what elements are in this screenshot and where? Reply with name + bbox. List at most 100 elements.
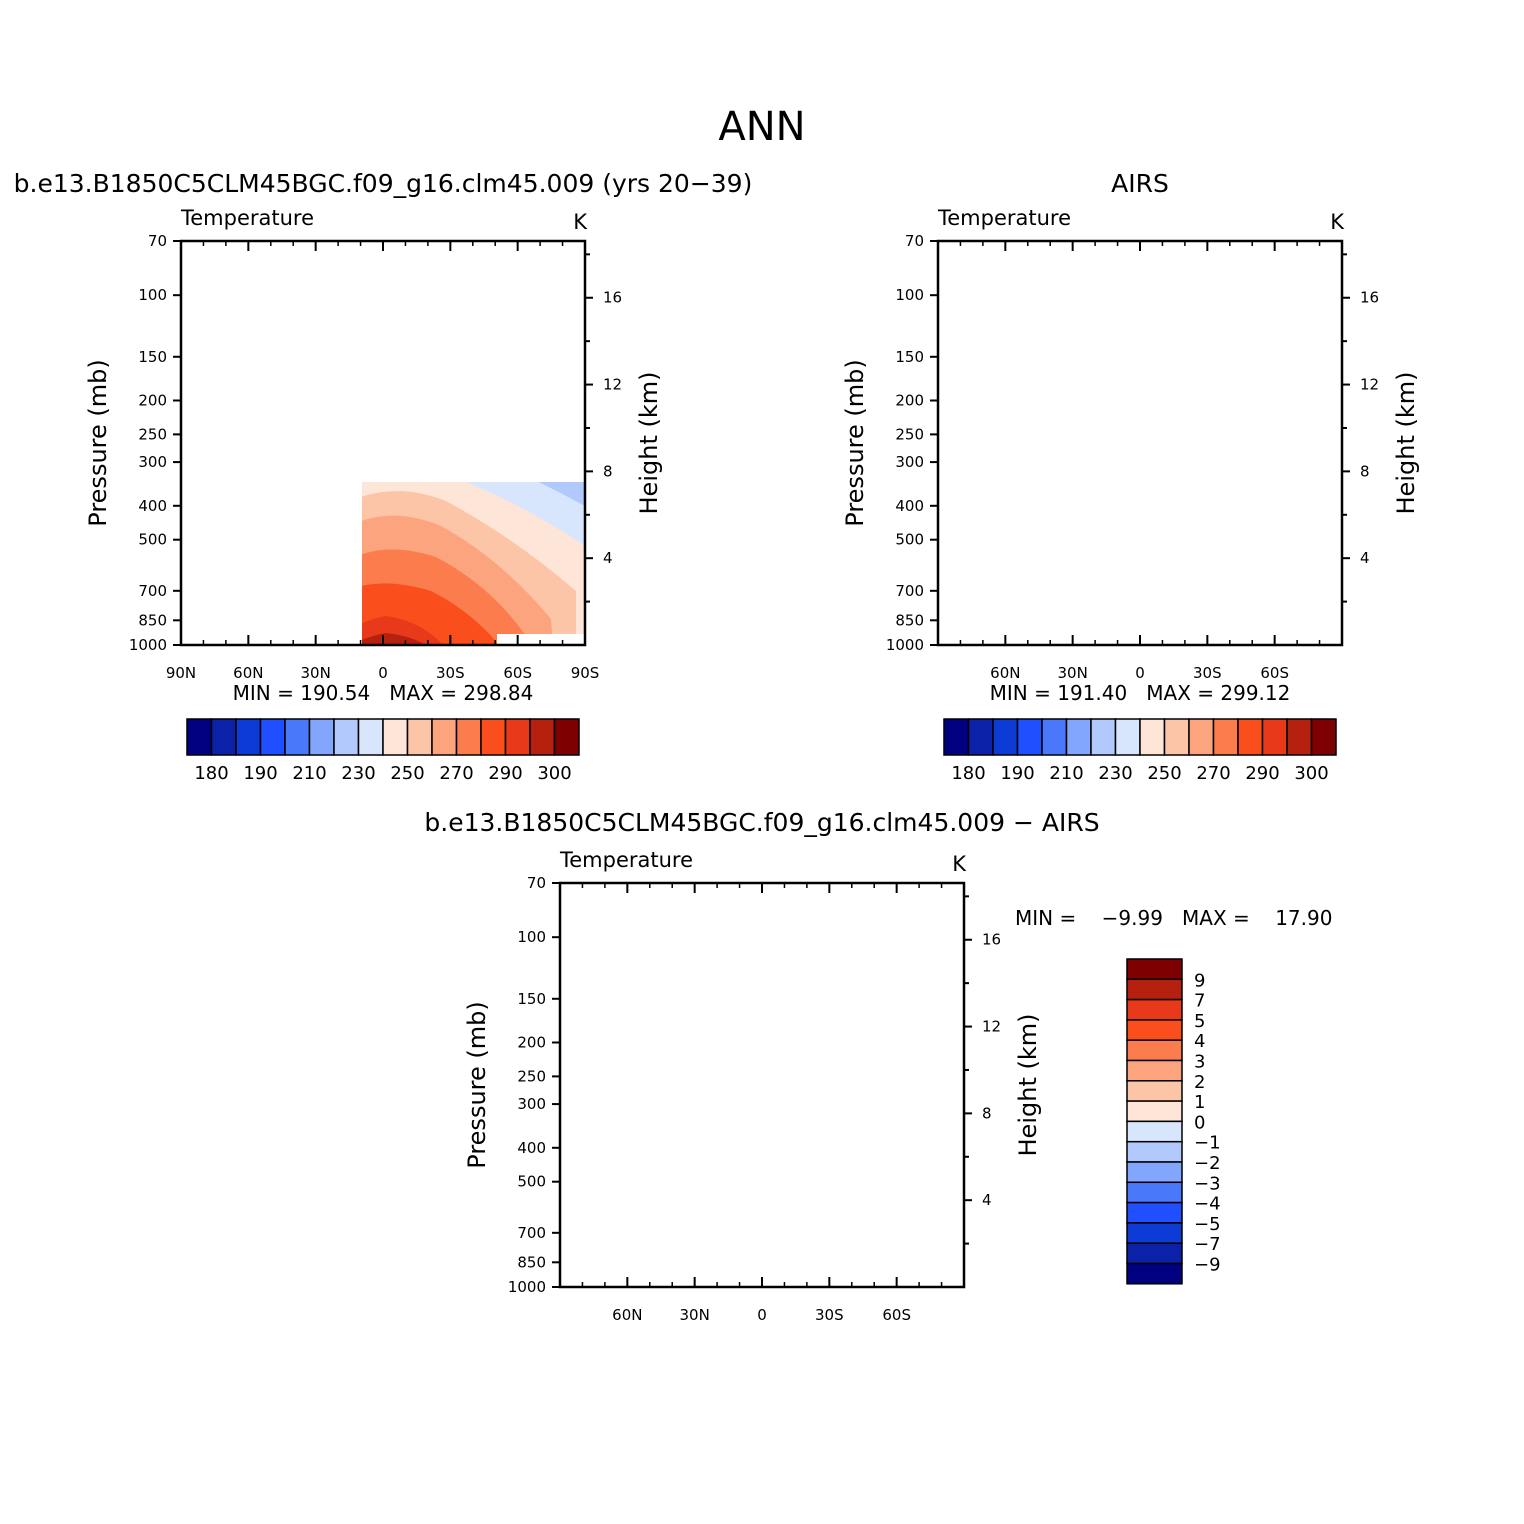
colorbar-swatch: [406, 718, 433, 756]
y-tick-label: 150: [895, 348, 924, 366]
plot-frame: [936, 239, 1344, 647]
axis-ticks: 90N 60N 30N 0 30S 60S 90S 70 100 150 200 250 300 400 5…: [129, 232, 622, 682]
y-tick-label: 100: [138, 286, 167, 304]
colorbar-swatch: [259, 718, 286, 756]
y-tick-label: 250: [517, 1067, 546, 1085]
colorbar-label: 230: [1098, 763, 1132, 784]
colorbar-swatch: [967, 718, 994, 756]
colorbar-label: −7: [1194, 1234, 1221, 1255]
colorbar-swatch: [1126, 998, 1183, 1021]
colorbar-swatch: [1126, 1080, 1183, 1102]
colorbar-label: 250: [390, 763, 424, 784]
y-tick-label: 850: [895, 611, 924, 629]
colorbar-swatch: [284, 718, 311, 756]
y-tick-label: 500: [895, 531, 924, 549]
colorbar-label: 250: [1147, 763, 1181, 784]
x-tick-label: 30N: [1058, 664, 1088, 682]
colorbar-label: 290: [1245, 763, 1279, 784]
colorbar-swatch: [1126, 1242, 1183, 1265]
colorbar-swatch: [1126, 958, 1183, 981]
y-tick-label: 150: [517, 990, 546, 1008]
colorbar-swatch: [1126, 1100, 1183, 1123]
colorbar-swatch: [553, 718, 580, 756]
colorbar-label: 300: [537, 763, 571, 784]
colorbar: 180 190 210 230 250 270 290 300: [943, 718, 1337, 784]
colorbar-swatch: [1126, 1201, 1183, 1224]
y-axis-label: Pressure (mb): [84, 359, 112, 526]
colorbar-swatch: [1114, 718, 1141, 756]
colorbar-swatch: [1126, 1262, 1183, 1285]
y2-axis-label: Height (km): [1392, 372, 1420, 515]
colorbar-swatch: [504, 718, 531, 756]
axis-ticks: 60N 30N 0 30S 60S 70 100 150 200 250 300 400 500 700 8…: [508, 874, 1001, 1324]
colorbar-swatch: [529, 718, 556, 756]
contour-field: [560, 883, 964, 1287]
right-string: K: [573, 210, 588, 234]
colorbar-label: 210: [1049, 763, 1083, 784]
colorbar-label: −4: [1194, 1194, 1221, 1215]
y-tick-label: 400: [138, 497, 167, 515]
colorbar-label: −3: [1194, 1173, 1221, 1194]
y2-tick-label: 12: [603, 376, 622, 394]
x-tick-label: 90S: [571, 664, 600, 682]
colorbar-swatch: [1126, 1019, 1183, 1041]
x-tick-label: 30N: [680, 1306, 710, 1324]
y-tick-label: 700: [138, 582, 167, 600]
y2-axis-label: Height (km): [635, 372, 663, 515]
y-tick-label: 500: [517, 1173, 546, 1191]
y-tick-label: 700: [517, 1224, 546, 1242]
right-string: K: [952, 852, 967, 876]
x-tick-label: 60S: [882, 1306, 911, 1324]
colorbar-swatch: [1126, 1140, 1183, 1163]
colorbar-label: 300: [1294, 763, 1328, 784]
x-tick-label: 0: [757, 1306, 767, 1324]
y-tick-label: 200: [517, 1033, 546, 1051]
colorbar-label: −9: [1194, 1255, 1221, 1276]
y-tick-label: 400: [895, 497, 924, 515]
y-axis-label: Pressure (mb): [841, 359, 869, 526]
colorbar-swatch: [1188, 718, 1215, 756]
x-tick-label: 60N: [612, 1306, 642, 1324]
colorbar-label: 0: [1194, 1112, 1205, 1133]
y2-tick-label: 16: [603, 289, 622, 307]
colorbar-swatch: [1126, 1181, 1183, 1204]
x-tick-label: 60S: [1260, 664, 1289, 682]
stats-line: MIN = 190.54 MAX = 298.84: [233, 681, 534, 705]
x-tick-label: 30S: [1193, 664, 1222, 682]
colorbar-label: 4: [1194, 1031, 1205, 1052]
colorbar-swatch: [1139, 718, 1166, 756]
colorbar-swatch: [1126, 1039, 1183, 1062]
colorbar-swatch: [1261, 718, 1288, 756]
x-tick-label: 0: [378, 664, 388, 682]
colorbar-swatch: [1163, 718, 1190, 756]
colorbar-label: 180: [951, 763, 985, 784]
colorbar-swatch: [357, 718, 384, 756]
colorbar-label: −2: [1194, 1153, 1221, 1174]
left-string: Temperature: [937, 206, 1071, 230]
y-tick-label: 70: [148, 232, 167, 250]
y2-tick-label: 4: [982, 1191, 992, 1209]
y2-tick-label: 4: [1360, 549, 1370, 567]
y2-tick-label: 8: [982, 1104, 992, 1122]
colorbar-label: 210: [292, 763, 326, 784]
panel-model: b.e13.B1850C5CLM45BGC.f09_g16.clm45.009 …: [14, 169, 753, 784]
x-tick-label: 60N: [990, 664, 1020, 682]
colorbar-label: 270: [1196, 763, 1230, 784]
contour-field: [938, 241, 1342, 645]
colorbar-swatch: [1016, 718, 1043, 756]
colorbar-swatch: [1212, 718, 1239, 756]
colorbar-label: 7: [1194, 991, 1205, 1012]
x-tick-label: 60N: [233, 664, 263, 682]
panel-heading: AIRS: [1111, 169, 1169, 198]
y-tick-label: 100: [895, 286, 924, 304]
colorbar-swatch: [992, 718, 1019, 756]
colorbar-label: 230: [341, 763, 375, 784]
plot-frame: [558, 881, 966, 1289]
y2-tick-label: 12: [982, 1018, 1001, 1036]
colorbar-label: 1: [1194, 1092, 1205, 1113]
y-tick-label: 150: [138, 348, 167, 366]
colorbar-label: −1: [1194, 1133, 1221, 1154]
y-tick-label: 70: [905, 232, 924, 250]
colorbar-label: 270: [439, 763, 473, 784]
y-tick-label: 300: [895, 453, 924, 471]
